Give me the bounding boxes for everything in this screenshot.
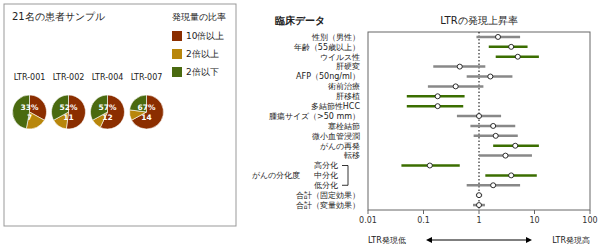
estimate	[513, 143, 518, 148]
x-tick-label: 10	[529, 216, 539, 225]
category-label: 性別（男性）	[311, 33, 360, 42]
estimate	[496, 34, 501, 39]
pie-slice	[66, 95, 85, 129]
pie-label: LTR-002	[53, 73, 85, 82]
pie-label: LTR-004	[92, 73, 124, 82]
annotation: LTR発現高	[552, 236, 590, 245]
estimate	[427, 163, 432, 168]
category-label: がんの再発	[320, 142, 360, 151]
center-share: 67%	[138, 103, 156, 112]
category-label: 合計（変量効果）	[296, 201, 360, 210]
x-tick-label: 100	[582, 216, 597, 225]
center-count: 12	[102, 113, 112, 122]
plot-frame	[368, 32, 590, 210]
category-label: AFP（50ng/ml）	[296, 72, 360, 81]
category-label: 微小血管浸潤	[312, 132, 360, 141]
x-axis: 0.01 0.1 1 10 100	[359, 210, 598, 225]
estimate	[477, 193, 482, 198]
pie-label: LTR-001	[14, 73, 46, 82]
x-tick-label: 0.01	[359, 216, 377, 225]
center-count: 11	[63, 113, 73, 122]
legend-entry: 2倍以下	[186, 67, 219, 77]
sub-category-label: 中分化	[314, 171, 338, 180]
arrow-head	[426, 237, 432, 243]
category-label: 多結節性HCC	[311, 102, 361, 111]
x-tick-label: 0.1	[417, 216, 430, 225]
category-label: 合計（固定効果）	[296, 191, 360, 200]
estimate	[435, 94, 440, 99]
category-label: 塞栓結節	[328, 122, 360, 131]
legend-entry: 10倍以上	[186, 31, 224, 41]
legend-swatch	[172, 31, 182, 41]
estimate	[515, 54, 520, 59]
title: LTRの発現上昇率	[440, 15, 517, 26]
bracket	[342, 166, 348, 186]
x-tick	[534, 210, 535, 214]
estimate	[435, 104, 440, 109]
interval	[489, 46, 528, 49]
legend-swatch	[172, 49, 182, 59]
category-label: 肝硬変	[336, 62, 360, 71]
center-share: 57%	[99, 103, 117, 112]
pie-panel	[4, 4, 236, 226]
legend: 10倍以上 2倍以上 2倍以下	[172, 31, 224, 77]
estimate	[503, 153, 508, 158]
x-tick	[479, 210, 480, 214]
pie: LTR-001 33%7	[12, 73, 46, 129]
forest-marks	[401, 32, 538, 210]
x-tick-label: 1	[476, 216, 481, 225]
category-label: 腫瘍サイズ（>50 mm）	[269, 112, 360, 121]
estimate	[457, 64, 462, 69]
x-tick	[423, 210, 424, 214]
category-label: 転移	[344, 151, 360, 160]
category-label: 年齢（55歳以上）	[294, 43, 360, 52]
pie: LTR-007 67%14	[130, 73, 164, 129]
category-label: 術前治療	[328, 82, 360, 91]
sub-category-label: 低分化	[314, 181, 338, 190]
center-share: 33%	[21, 103, 39, 112]
estimate	[488, 74, 493, 79]
estimate	[491, 183, 496, 188]
chart: 21名の患者サンプル 発現量の比率 10倍以上 2倍以上 2倍以下 LTR-001 33%7…	[0, 0, 600, 250]
x-tick	[368, 210, 369, 214]
category-label: 肝移植	[336, 92, 360, 101]
estimate	[493, 133, 498, 138]
pie-slice	[26, 112, 44, 129]
category-title: 臨床データ	[275, 15, 325, 26]
legend-swatch	[172, 67, 182, 77]
category-label: ウイルス性	[320, 53, 360, 62]
annotation: LTR発現低	[368, 236, 406, 245]
legend-entry: 2倍以上	[186, 49, 219, 59]
sub-category-label: 高分化	[314, 161, 338, 170]
pie-label: LTR-007	[131, 73, 163, 82]
estimate	[509, 44, 514, 49]
estimate	[477, 203, 482, 208]
title: 21名の患者サンプル	[12, 11, 105, 22]
arrow-shaft	[429, 240, 529, 241]
x-tick	[590, 210, 591, 214]
legend-title: 発現量の比率	[172, 12, 226, 22]
center-share: 52%	[60, 103, 78, 112]
estimate	[477, 114, 482, 119]
pie: LTR-004 57%12	[91, 73, 125, 129]
reference-line	[479, 32, 480, 210]
pie: LTR-002 52%11	[52, 73, 86, 129]
estimate	[453, 84, 458, 89]
estimate	[509, 173, 514, 178]
arrow-head	[526, 237, 532, 243]
center-count: 7	[27, 113, 32, 122]
group-label: がんの分化度	[252, 171, 300, 180]
estimate	[491, 123, 496, 128]
category-labels: 性別（男性）年齢（55歳以上）ウイルス性肝硬変AFP（50ng/ml）術前治療肝…	[269, 33, 360, 210]
direction-arrow	[426, 237, 532, 243]
center-count: 14	[141, 113, 151, 122]
